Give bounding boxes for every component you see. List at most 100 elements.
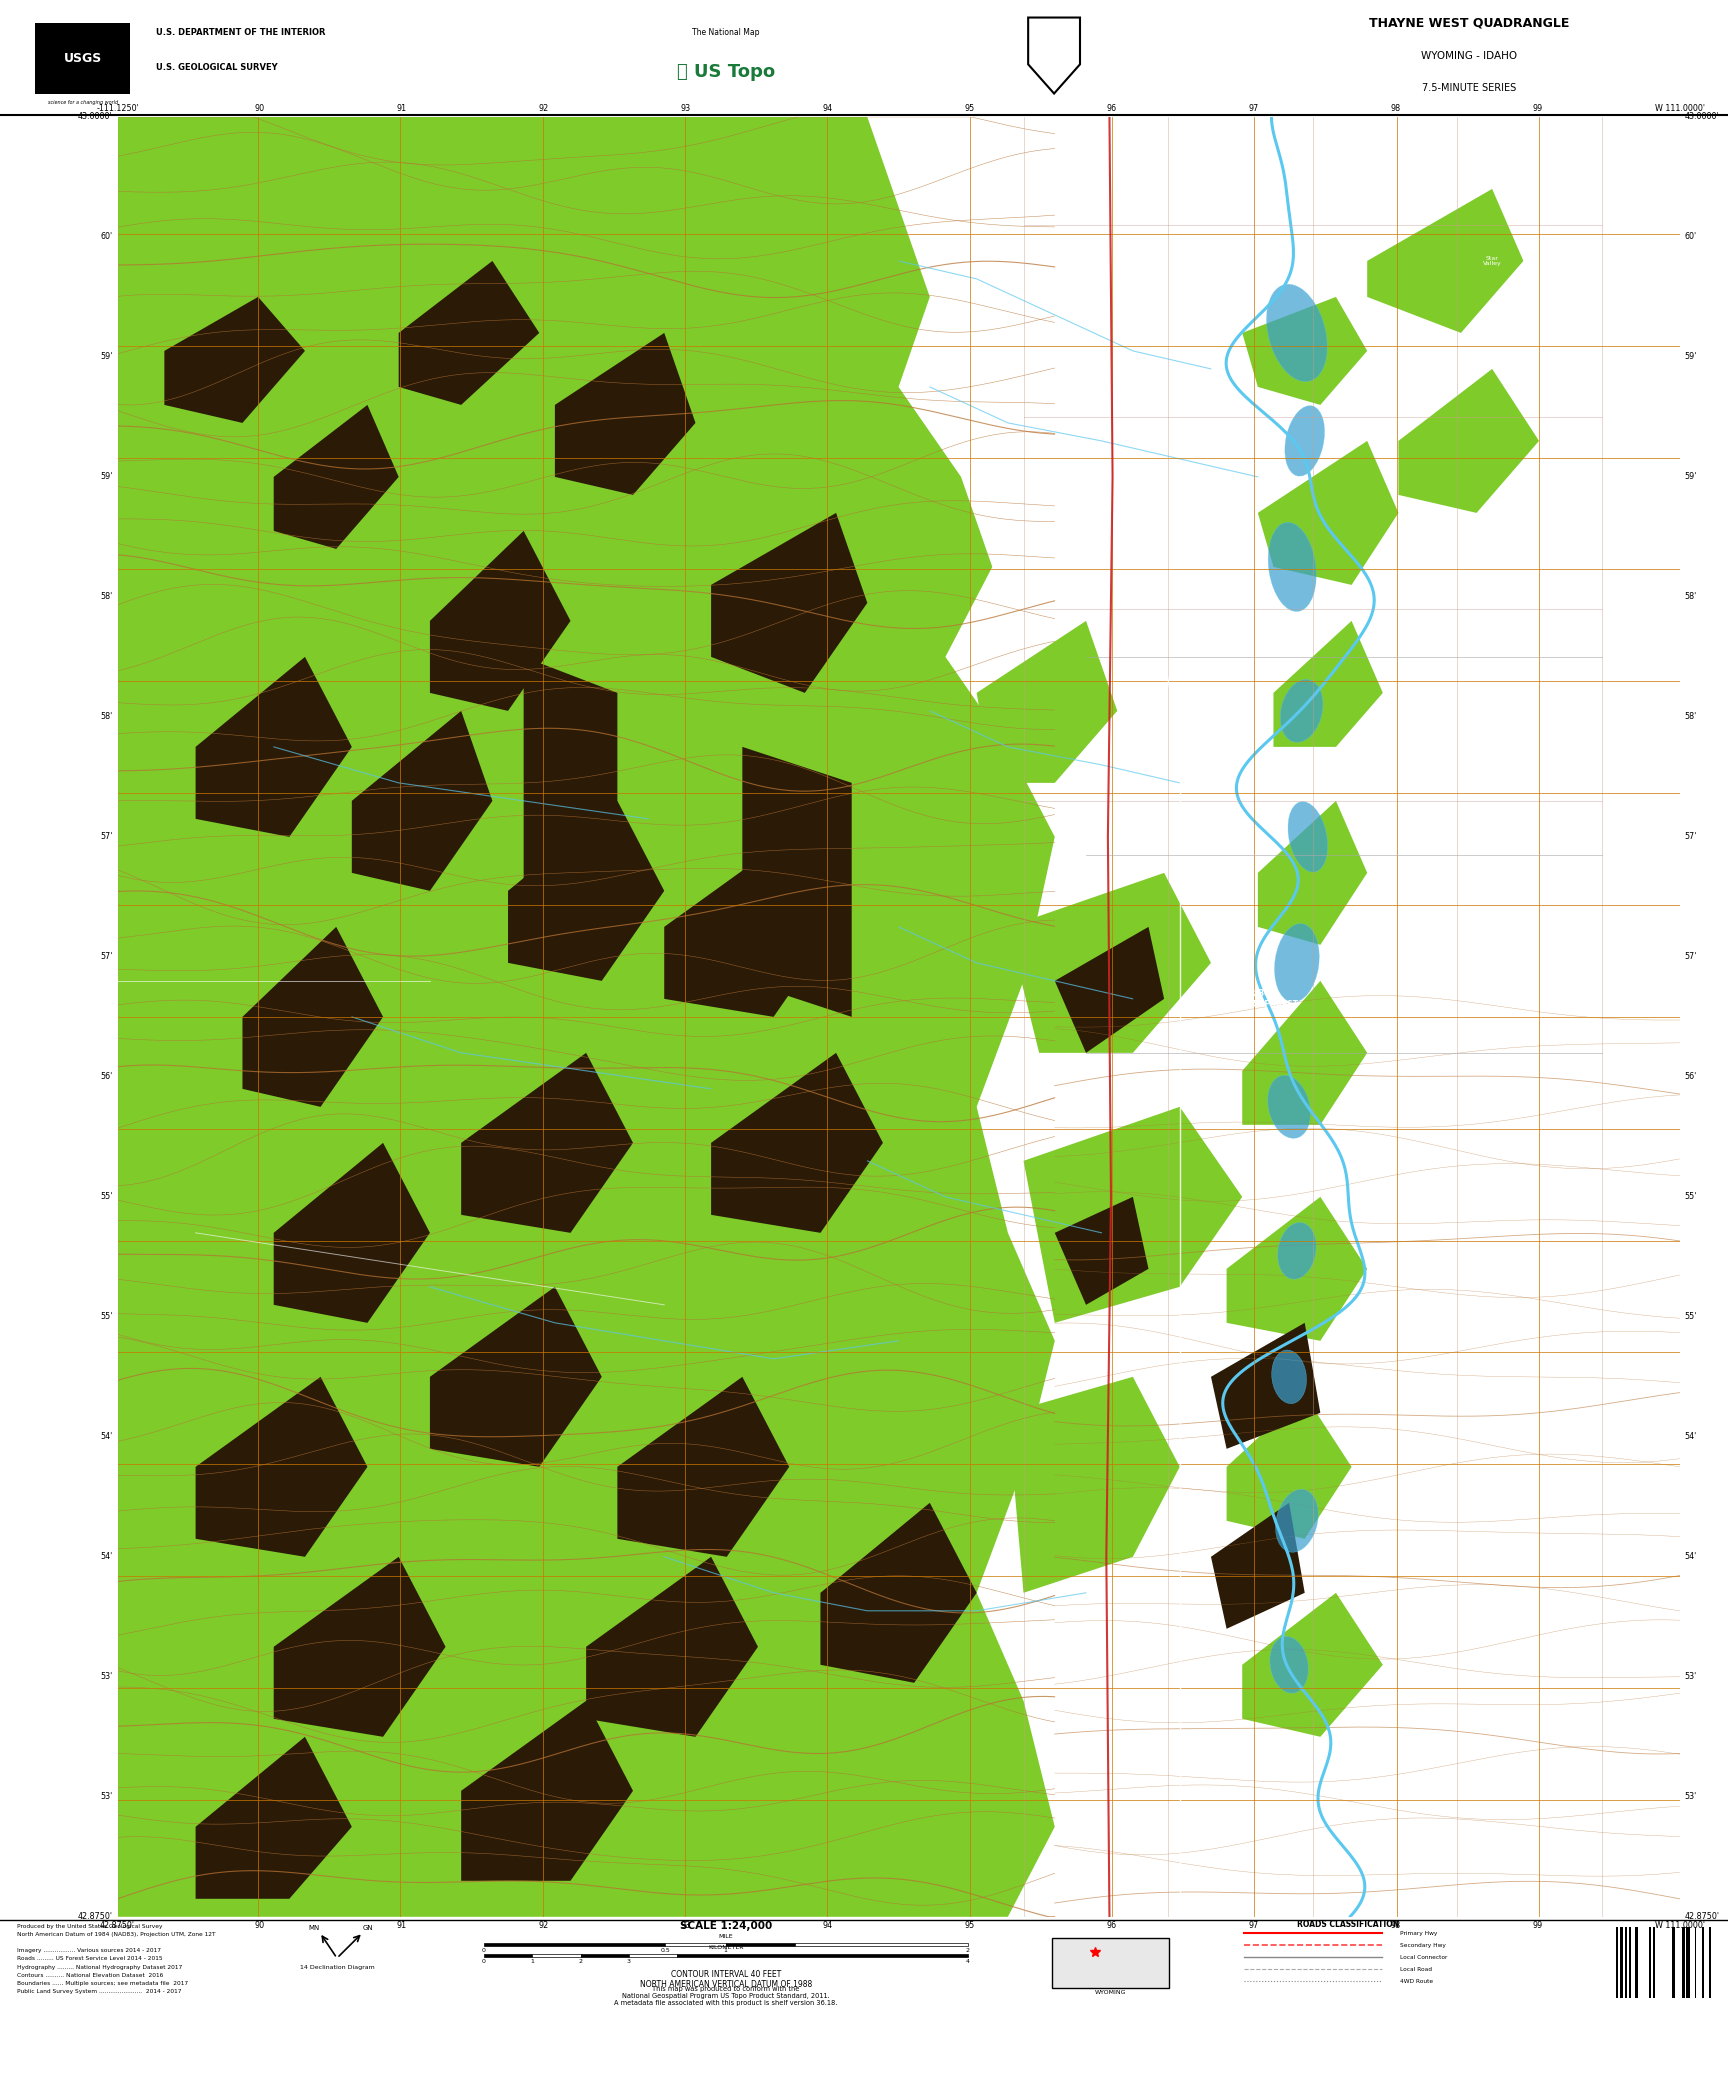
Polygon shape xyxy=(976,620,1118,783)
Text: 95: 95 xyxy=(964,1921,975,1929)
Text: Contours .......... National Elevation Dataset  2016: Contours .......... National Elevation D… xyxy=(17,1973,164,1977)
Text: Produced by the United States Geological Survey: Produced by the United States Geological… xyxy=(17,1925,162,1929)
Text: W 111.0000': W 111.0000' xyxy=(1655,1921,1704,1929)
Text: 53': 53' xyxy=(100,1672,112,1681)
Text: Hydrography ......... National Hydrography Dataset 2017: Hydrography ......... National Hydrograp… xyxy=(17,1965,183,1969)
Polygon shape xyxy=(1274,620,1382,748)
Polygon shape xyxy=(195,658,353,837)
Ellipse shape xyxy=(1280,679,1324,743)
Text: MN: MN xyxy=(309,1925,320,1931)
Text: ROADS CLASSIFICATION: ROADS CLASSIFICATION xyxy=(1296,1921,1400,1929)
Text: 54': 54' xyxy=(100,1551,112,1562)
Text: GN: GN xyxy=(363,1925,373,1931)
Text: ⛺: ⛺ xyxy=(1049,40,1059,58)
Polygon shape xyxy=(164,296,304,424)
Text: 58': 58' xyxy=(1685,593,1697,601)
Text: 3: 3 xyxy=(627,1959,631,1965)
Polygon shape xyxy=(617,1376,790,1558)
Text: 94: 94 xyxy=(823,1921,833,1929)
Polygon shape xyxy=(524,658,617,927)
Text: 58': 58' xyxy=(1685,712,1697,720)
Text: 99: 99 xyxy=(1533,104,1543,113)
Text: 93: 93 xyxy=(681,104,691,113)
Polygon shape xyxy=(1242,981,1367,1125)
Text: Local Road: Local Road xyxy=(1400,1967,1433,1971)
Bar xyxy=(1709,1927,1711,1998)
Bar xyxy=(1052,1938,1168,1988)
Text: 94: 94 xyxy=(823,104,833,113)
Bar xyxy=(1619,1927,1624,1998)
Text: 54': 54' xyxy=(1685,1432,1697,1441)
Polygon shape xyxy=(508,802,664,981)
Text: 60': 60' xyxy=(1685,232,1697,242)
Text: Freedom: Freedom xyxy=(1196,618,1227,624)
Polygon shape xyxy=(273,405,399,549)
Text: Boundaries ...... Multiple sources; see metadata file  2017: Boundaries ...... Multiple sources; see … xyxy=(17,1982,188,1986)
Bar xyxy=(1695,1927,1697,1998)
Text: WYOMING: WYOMING xyxy=(1094,1990,1127,1994)
Text: 0.5: 0.5 xyxy=(660,1948,670,1952)
Polygon shape xyxy=(1007,873,1211,1052)
Text: 53': 53' xyxy=(1685,1792,1697,1802)
Bar xyxy=(1624,1927,1628,1998)
Text: -111.1250': -111.1250' xyxy=(97,104,138,113)
Polygon shape xyxy=(1242,296,1367,405)
Text: THAYNE WEST, WY, ID: THAYNE WEST, WY, ID xyxy=(1422,2042,1567,2055)
Ellipse shape xyxy=(1272,1351,1306,1403)
Polygon shape xyxy=(1398,370,1540,514)
Polygon shape xyxy=(1367,188,1524,332)
Text: 53': 53' xyxy=(1685,1672,1697,1681)
Polygon shape xyxy=(1211,1324,1320,1449)
Text: 99: 99 xyxy=(1533,1921,1543,1929)
Polygon shape xyxy=(712,1052,883,1232)
Polygon shape xyxy=(1227,1395,1351,1539)
Text: 59': 59' xyxy=(1685,472,1697,482)
Text: 60': 60' xyxy=(100,232,112,242)
Text: 14 Declination Diagram: 14 Declination Diagram xyxy=(299,1965,375,1971)
Bar xyxy=(532,1954,581,1956)
Text: 97: 97 xyxy=(1248,104,1258,113)
Polygon shape xyxy=(430,530,570,710)
Polygon shape xyxy=(743,748,852,1017)
Polygon shape xyxy=(1023,1107,1242,1324)
Text: Primary Hwy: Primary Hwy xyxy=(1400,1931,1438,1936)
Text: 58': 58' xyxy=(100,712,112,720)
Bar xyxy=(1649,1927,1650,1998)
Text: 92: 92 xyxy=(539,1921,550,1929)
Polygon shape xyxy=(1028,17,1080,94)
Polygon shape xyxy=(1007,1376,1180,1593)
Text: CONTOUR INTERVAL 40 FEET
NORTH AMERICAN VERTICAL DATUM OF 1988: CONTOUR INTERVAL 40 FEET NORTH AMERICAN … xyxy=(639,1971,812,1990)
Bar xyxy=(484,1954,532,1956)
Text: Freedom: Freedom xyxy=(1322,403,1350,407)
Polygon shape xyxy=(1054,927,1165,1052)
Text: science for a changing world: science for a changing world xyxy=(48,100,118,104)
Ellipse shape xyxy=(1277,1221,1317,1280)
Text: U.S. GEOLOGICAL SURVEY: U.S. GEOLOGICAL SURVEY xyxy=(156,63,276,73)
Polygon shape xyxy=(118,117,1054,1917)
Text: This map was produced to conform with the
National Geospatial Program US Topo Pr: This map was produced to conform with th… xyxy=(613,1986,838,2007)
Text: 2: 2 xyxy=(579,1959,582,1965)
Text: Public Land Survey System .......................  2014 - 2017: Public Land Survey System ..............… xyxy=(17,1988,181,1994)
Text: WYOMING - IDAHO: WYOMING - IDAHO xyxy=(1420,50,1517,61)
Text: 57': 57' xyxy=(1685,952,1697,960)
Polygon shape xyxy=(273,1142,430,1324)
Polygon shape xyxy=(195,1376,368,1558)
Polygon shape xyxy=(664,837,836,1017)
Polygon shape xyxy=(461,1052,632,1232)
Text: 59': 59' xyxy=(1685,353,1697,361)
Polygon shape xyxy=(242,927,384,1107)
Text: U.S. DEPARTMENT OF THE INTERIOR: U.S. DEPARTMENT OF THE INTERIOR xyxy=(156,29,325,38)
Polygon shape xyxy=(195,1737,353,1898)
Text: 55': 55' xyxy=(1685,1192,1697,1201)
Text: Imagery ................. Various sources 2014 - 2017: Imagery ................. Various source… xyxy=(17,1948,161,1954)
Bar xyxy=(726,1942,795,1946)
Polygon shape xyxy=(1211,1503,1305,1629)
Text: 55': 55' xyxy=(100,1192,112,1201)
Text: Secondary Hwy: Secondary Hwy xyxy=(1400,1942,1446,1948)
Bar xyxy=(484,1942,665,1946)
Text: 54': 54' xyxy=(100,1432,112,1441)
Text: 95: 95 xyxy=(964,104,975,113)
Polygon shape xyxy=(1242,1593,1382,1737)
Text: 43.0000': 43.0000' xyxy=(1685,113,1719,121)
Bar xyxy=(581,1954,629,1956)
